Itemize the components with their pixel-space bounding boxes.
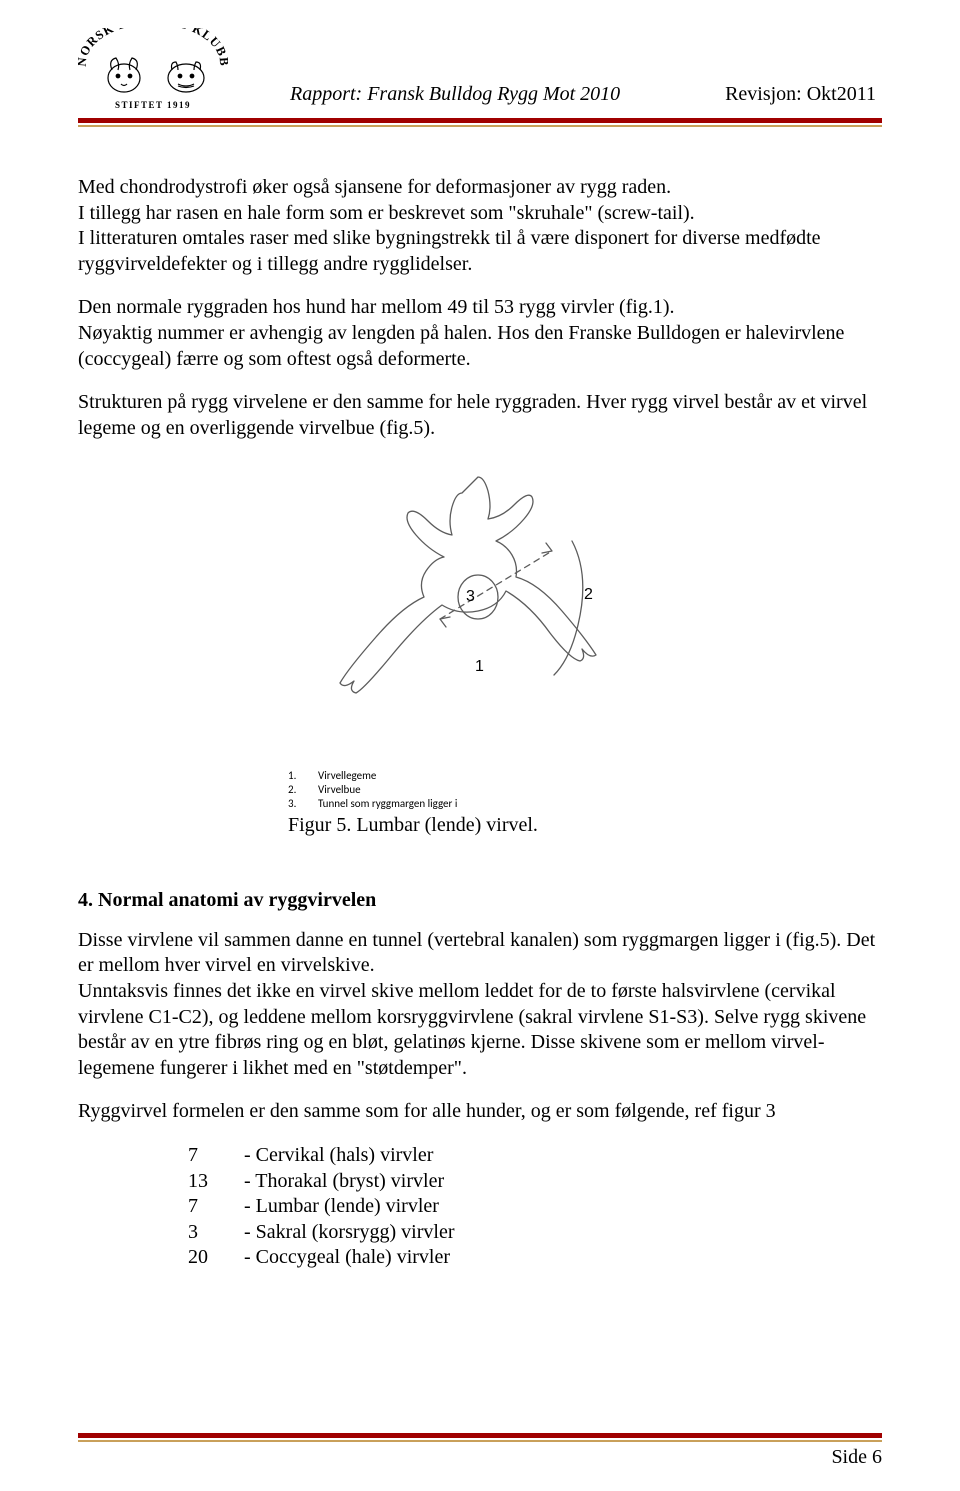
header-text-row: Rapport: Fransk Bulldog Rygg Mot 2010 Re…: [246, 83, 882, 106]
section-4-p2: Ryggvirvel formelen er den samme som for…: [78, 1099, 882, 1125]
page-number: Side 6: [78, 1446, 882, 1469]
club-logo: NORSK BULLDOG KLUBB: [78, 28, 228, 112]
formula-text: - Sakral (korsrygg) virvler: [244, 1220, 455, 1246]
formula-num: 7: [188, 1194, 244, 1220]
legend-num: 3.: [288, 797, 318, 811]
vertebra-diagram: 3 2 1: [320, 459, 640, 759]
formula-row: 3 - Sakral (korsrygg) virvler: [188, 1220, 882, 1246]
figure-caption: Figur 5. Lumbar (lende) virvel.: [288, 813, 882, 839]
section-4-p1: Disse virvlene vil sammen danne en tunne…: [78, 928, 882, 1082]
legend-row: 2. Virvelbue: [288, 783, 882, 797]
formula-row: 20 - Coccygeal (hale) virvler: [188, 1245, 882, 1271]
figure-caption-block: 1. Virvellegeme 2. Virvelbue 3. Tunnel s…: [78, 769, 882, 838]
legend-num: 2.: [288, 783, 318, 797]
formula-num: 3: [188, 1220, 244, 1246]
logo-bottom-text: STIFTET 1919: [115, 100, 191, 110]
legend-num: 1.: [288, 769, 318, 783]
legend-text: Tunnel som ryggmargen ligger i: [318, 797, 457, 811]
page: NORSK BULLDOG KLUBB: [0, 0, 960, 1491]
paragraph-1: Med chondrodystrofi øker også sjansene f…: [78, 175, 882, 277]
formula-num: 20: [188, 1245, 244, 1271]
legend-text: Virvellegeme: [318, 769, 376, 783]
figure-legend: 1. Virvellegeme 2. Virvelbue 3. Tunnel s…: [288, 769, 882, 810]
legend-text: Virvelbue: [318, 783, 361, 797]
section-4-heading: 4. Normal anatomi av ryggvirvelen: [78, 888, 882, 914]
report-title: Rapport: Fransk Bulldog Rygg Mot 2010: [290, 83, 620, 106]
formula-text: - Lumbar (lende) virvler: [244, 1194, 439, 1220]
formula-row: 7 - Lumbar (lende) virvler: [188, 1194, 882, 1220]
formula-text: - Cervikal (hals) virvler: [244, 1143, 433, 1169]
page-header: NORSK BULLDOG KLUBB: [78, 28, 882, 112]
report-revision: Revisjon: Okt2011: [725, 83, 876, 106]
fig-label-2: 2: [584, 586, 593, 603]
header-rule: [78, 118, 882, 127]
vertebral-formula-list: 7 - Cervikal (hals) virvler 13 - Thoraka…: [78, 1143, 882, 1271]
logo-top-text: NORSK BULLDOG KLUBB: [78, 28, 228, 67]
figure-5: 3 2 1 1. Virvellegeme 2. Virvelbue 3.: [78, 459, 882, 838]
paragraph-3: Strukturen på rygg virvelene er den samm…: [78, 390, 882, 441]
svg-text:NORSK BULLDOG KLUBB: NORSK BULLDOG KLUBB: [78, 28, 228, 67]
formula-num: 7: [188, 1143, 244, 1169]
fig-label-1: 1: [475, 658, 484, 675]
legend-row: 1. Virvellegeme: [288, 769, 882, 783]
formula-row: 13 - Thorakal (bryst) virvler: [188, 1169, 882, 1195]
paragraph-2: Den normale ryggraden hos hund har mello…: [78, 295, 882, 372]
formula-row: 7 - Cervikal (hals) virvler: [188, 1143, 882, 1169]
legend-row: 3. Tunnel som ryggmargen ligger i: [288, 797, 882, 811]
formula-text: - Coccygeal (hale) virvler: [244, 1245, 450, 1271]
formula-text: - Thorakal (bryst) virvler: [244, 1169, 444, 1195]
formula-num: 13: [188, 1169, 244, 1195]
page-footer: Side 6: [78, 1433, 882, 1469]
body-content: Med chondrodystrofi øker også sjansene f…: [78, 175, 882, 1271]
fig-label-3: 3: [466, 588, 475, 605]
